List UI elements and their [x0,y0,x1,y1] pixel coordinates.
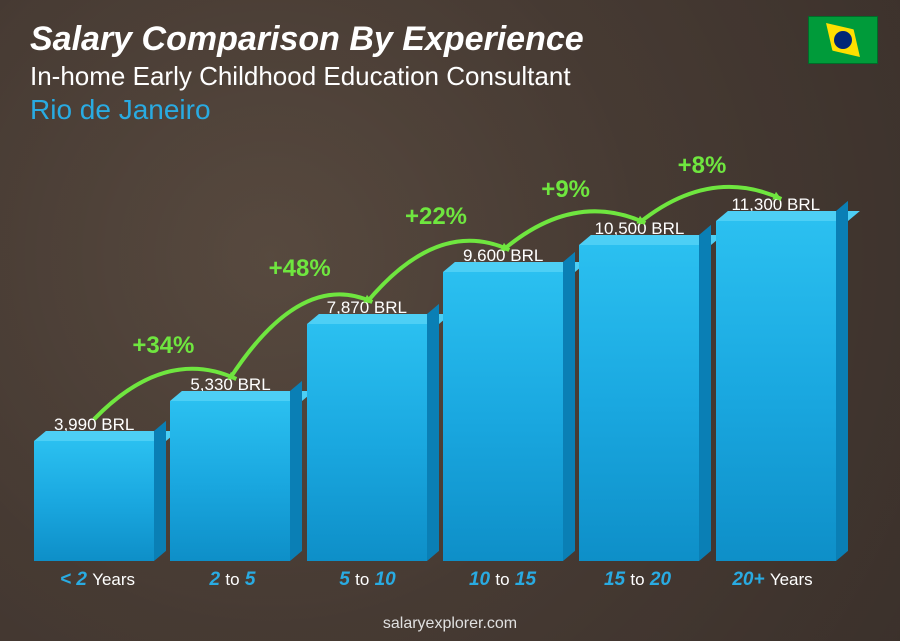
pct-increase-badge: +48% [269,255,331,283]
bar [716,221,836,561]
chart-container: Salary Comparison By Experience In-home … [0,0,900,641]
chart-subtitle: In-home Early Childhood Education Consul… [30,61,870,92]
x-axis-label: < 2 Years [30,569,165,591]
pct-increase-badge: +34% [132,332,194,360]
pct-increase-badge: +9% [541,176,590,204]
bar-column: 10,500 BRL [575,130,703,561]
pct-increase-badge: +22% [405,203,467,231]
header: Salary Comparison By Experience In-home … [30,20,870,126]
chart-location: Rio de Janeiro [30,94,870,126]
bar-column: 11,300 BRL [712,130,840,561]
footer-source: salaryexplorer.com [0,615,900,633]
x-axis-label: 15 to 20 [570,569,705,591]
x-axis-label: 2 to 5 [165,569,300,591]
chart-area: 3,990 BRL5,330 BRL7,870 BRL9,600 BRL10,5… [30,130,840,591]
bar [443,272,563,561]
x-axis-labels: < 2 Years2 to 55 to 1010 to 1515 to 2020… [30,569,840,591]
bar [307,324,427,561]
bar-column: 7,870 BRL [303,130,431,561]
bar [579,245,699,561]
pct-increase-badge: +8% [678,152,727,180]
bar [34,441,154,561]
x-axis-label: 5 to 10 [300,569,435,591]
x-axis-label: 10 to 15 [435,569,570,591]
bar [170,401,290,561]
x-axis-label: 20+ Years [705,569,840,591]
chart-title: Salary Comparison By Experience [30,20,870,59]
